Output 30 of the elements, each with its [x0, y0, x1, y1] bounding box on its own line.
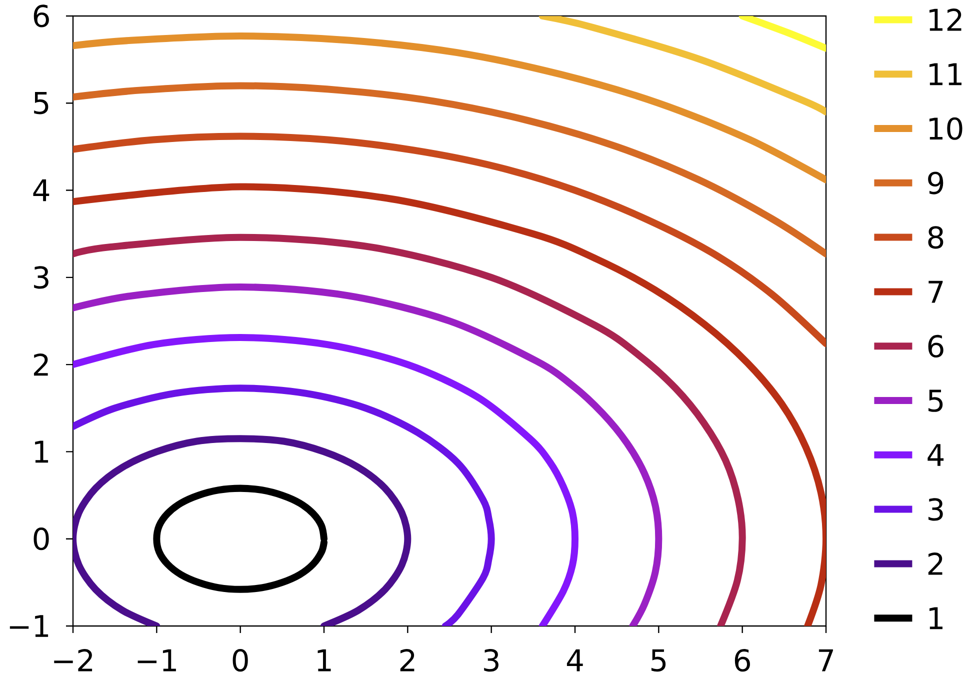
y-tick-label: 3 — [34, 266, 48, 289]
legend-label: 3 — [928, 498, 943, 521]
x-tick-label: −2 — [54, 649, 92, 672]
x-tick-label: −1 — [138, 649, 176, 672]
legend-label: 5 — [928, 390, 943, 412]
y-tick-label: 2 — [34, 353, 48, 376]
legend-label: 9 — [928, 172, 944, 194]
y-tick-label: 1 — [35, 440, 48, 463]
legend-label: 8 — [928, 226, 944, 249]
legend-label: 4 — [928, 444, 944, 466]
legend-label: 1 — [929, 607, 942, 630]
y-tick-label: 4 — [33, 179, 50, 202]
legend-label: 12 — [929, 8, 962, 31]
legend-label: 6 — [928, 334, 944, 358]
legend-label: 2 — [928, 552, 942, 575]
x-tick-label: 0 — [232, 649, 248, 672]
legend-label: 7 — [928, 280, 943, 303]
y-tick-label: 0 — [34, 528, 49, 550]
legend-label: 10 — [929, 117, 962, 140]
x-tick-label: 5 — [651, 649, 666, 672]
y-tick-label: 5 — [34, 92, 48, 114]
x-tick-label: 6 — [734, 649, 750, 672]
x-tick-label: 7 — [818, 649, 833, 672]
y-tick-label: 6 — [34, 4, 49, 28]
x-tick-label: 2 — [400, 649, 414, 672]
legend-label: 11 — [929, 63, 962, 86]
y-tick-label: −1 — [10, 615, 48, 637]
x-tick-label: 3 — [484, 649, 498, 672]
x-tick-label: 1 — [318, 649, 331, 672]
x-tick-label: 4 — [566, 649, 583, 672]
